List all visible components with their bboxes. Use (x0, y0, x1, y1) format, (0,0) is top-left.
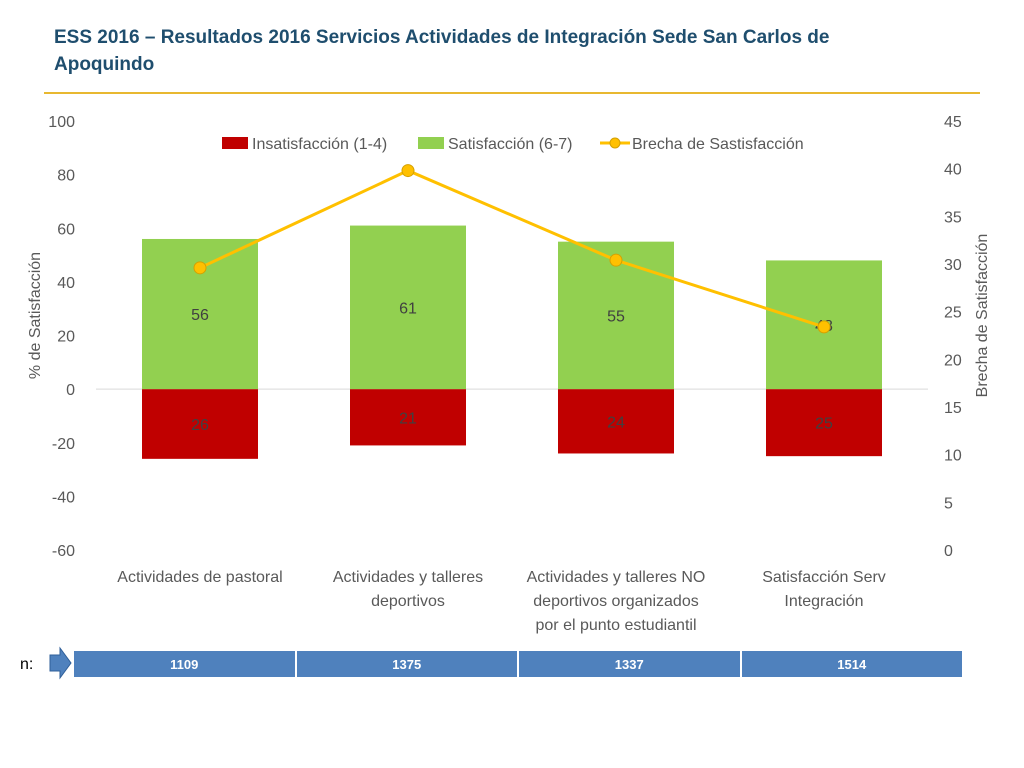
brecha-point (609, 253, 623, 267)
n-label: n: (20, 656, 34, 673)
bar-insatisfaccion (142, 389, 258, 459)
brecha-point (401, 164, 415, 178)
sample-size-row: 1109 1375 1337 1514 (74, 651, 962, 677)
legend-label: Insatisfacción (1-4) (252, 136, 387, 153)
y-tick-label: 40 (57, 275, 75, 292)
y-tick-label: 60 (57, 221, 75, 238)
y2-tick-label: 10 (944, 448, 962, 465)
bar-insatisfaccion (558, 389, 674, 454)
bar-data-label: 55 (607, 308, 625, 325)
y-tick-label: -20 (52, 436, 75, 453)
brecha-line (199, 168, 825, 329)
n-value-cell: 1514 (837, 656, 867, 672)
bar-data-label: 24 (607, 414, 625, 431)
x-tick-label: por el punto estudiantil (536, 617, 697, 634)
bar-satisfaccion (350, 225, 466, 390)
legend-label: Satisfacción (6-7) (448, 136, 573, 153)
y2-tick-label: 5 (944, 495, 953, 512)
n-value-cell: 1109 (74, 651, 297, 677)
y2-tick-label: 35 (944, 209, 962, 226)
y2-tick-label: 20 (944, 352, 962, 369)
brecha-point (817, 320, 831, 334)
y2-axis-title: Brecha de Satisfacción (974, 234, 991, 398)
y2-tick-label: 25 (944, 305, 962, 322)
y2-tick-label: 15 (944, 400, 962, 417)
x-tick-label: Actividades de pastoral (117, 569, 282, 586)
legend-swatch-marker (609, 137, 621, 149)
page-title: ESS 2016 – Resultados 2016 Servicios Act… (54, 27, 830, 75)
x-tick-label: Actividades y talleres (333, 569, 483, 586)
bar-data-label: 21 (399, 410, 417, 427)
x-tick-label: Integración (784, 593, 863, 610)
arrow-right-icon (49, 646, 72, 680)
y-tick-label: 80 (57, 168, 75, 185)
bar-data-label: 61 (399, 300, 417, 317)
x-tick-label: deportivos (371, 593, 445, 610)
y-tick-label: -40 (52, 489, 75, 506)
brecha-point (193, 261, 207, 275)
bar-data-label: 26 (191, 417, 209, 434)
x-tick-label: deportivos organizados (533, 593, 698, 610)
bar-data-label: 56 (191, 307, 209, 324)
y2-tick-label: 0 (944, 543, 953, 560)
y-tick-label: 100 (48, 114, 75, 131)
bar-insatisfaccion (350, 389, 466, 446)
x-tick-label: Actividades y talleres NO (527, 569, 706, 586)
bar-insatisfaccion (766, 389, 882, 457)
n-value-cell: 1375 (297, 651, 519, 677)
legend-swatch (418, 137, 444, 149)
legend-swatch (222, 137, 248, 149)
y2-tick-label: 45 (944, 114, 962, 131)
title-divider (44, 92, 980, 94)
y-tick-label: 0 (66, 382, 75, 399)
bar-data-label: 25 (815, 416, 833, 433)
y-tick-label: 20 (57, 329, 75, 346)
legend-label: Brecha de Sastisfacción (632, 136, 804, 153)
stacked-bar-line-chart: 100 80 60 40 20 0 -20 -40 -60 45 40 35 30 25 20 15 10 5 0%… (27, 114, 991, 634)
y-axis-title: % de Satisfacción (27, 252, 44, 379)
y2-tick-label: 30 (944, 257, 962, 274)
n-value-cell: 1337 (519, 651, 742, 677)
y2-tick-label: 40 (944, 162, 962, 179)
x-tick-label: Satisfacción Serv (762, 569, 886, 586)
y-tick-label: -60 (52, 543, 75, 560)
